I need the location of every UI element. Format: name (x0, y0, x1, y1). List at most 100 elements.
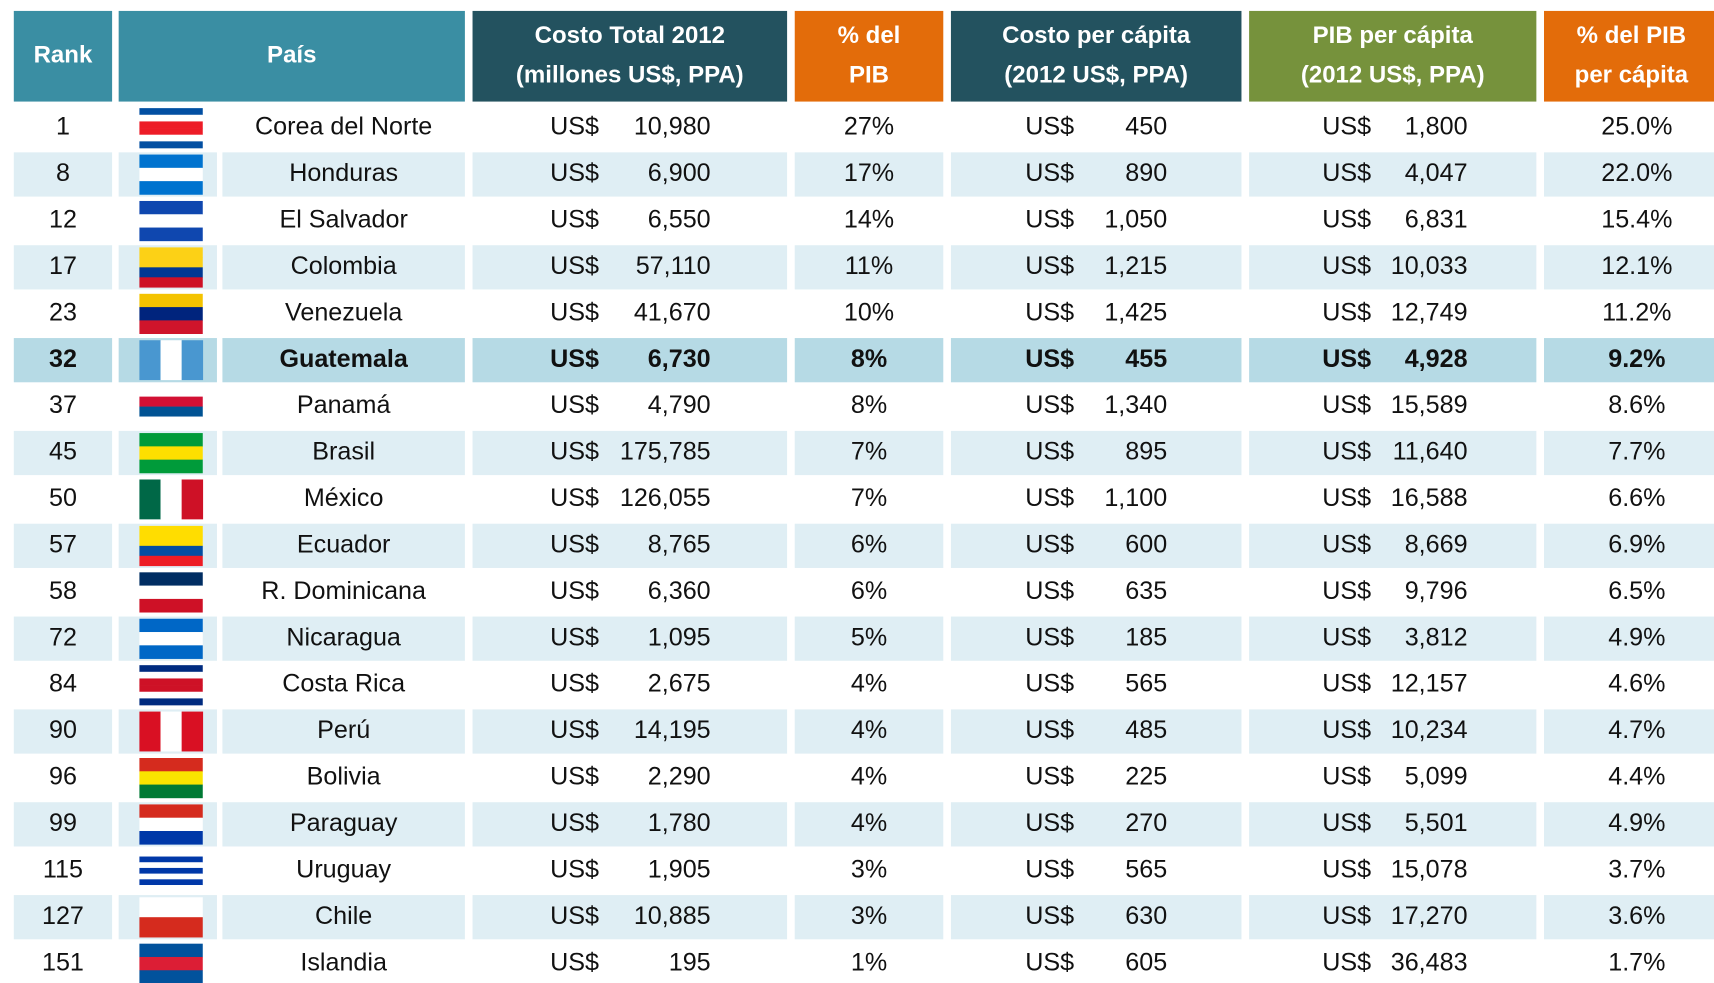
cell-text: US$ (1025, 113, 1074, 141)
row-cell-bg (1544, 430, 1714, 476)
cell-text: 6.6% (1608, 484, 1665, 512)
flag-stripe (139, 917, 203, 938)
cell-text: 4% (851, 809, 887, 837)
cell-text: US$ (550, 484, 599, 512)
table-row: 72 Nicaragua US$ 1,095 5% US$ 185 US$ 3,812 4.9% (13, 616, 1714, 661)
flag-stripe (139, 307, 203, 321)
cell-text: US$ (550, 855, 599, 883)
cell-text: 16,588 (1391, 484, 1468, 512)
row-cell-bg (950, 802, 1242, 847)
header-cell (794, 10, 944, 102)
flag-stripe (139, 956, 203, 971)
flag-stripe (139, 545, 203, 557)
cell-text: US$ (550, 716, 599, 744)
cell-text: 1,050 (1104, 206, 1167, 234)
cell-text: 1,425 (1104, 298, 1167, 326)
header-label: % del PIB (1577, 22, 1686, 49)
cell-text: 6.9% (1608, 530, 1665, 558)
cell-text: Corea del Norte (255, 113, 432, 141)
cell-text: 27% (844, 113, 894, 141)
cell-text: US$ (550, 809, 599, 837)
row-cell-bg (1249, 523, 1537, 568)
table-row: 8 Honduras US$ 6,900 17% US$ 890 US$ 4,047 22.0% (13, 152, 1714, 197)
flag-stripe (139, 214, 203, 228)
cell-text: 32 (49, 345, 77, 373)
row-cell-bg (472, 152, 788, 197)
header-label: (millones US$, PPA) (516, 61, 744, 88)
row-cell-bg (13, 291, 113, 336)
cell-text: 6,831 (1405, 206, 1468, 234)
row-cell-bg (1544, 291, 1714, 336)
cell-text: 1,780 (648, 809, 711, 837)
cell-text: Bolivia (307, 763, 381, 791)
cell-text: 10,980 (634, 113, 711, 141)
cell-text: 10,033 (1391, 252, 1468, 280)
cell-text: El Salvador (279, 206, 407, 234)
flag-stripe (139, 267, 203, 278)
row-cell-bg (1544, 848, 1714, 893)
row-cell-bg (950, 895, 1242, 940)
cell-text: US$ (1025, 391, 1074, 419)
cell-text: US$ (550, 345, 599, 373)
row-cell-bg (1544, 755, 1714, 801)
row-cell-bg (13, 848, 113, 893)
row-cell-bg (472, 662, 788, 708)
row-cell-bg (1544, 802, 1714, 847)
cell-text: 1,215 (1104, 252, 1167, 280)
row-cell-bg (1249, 245, 1537, 290)
cell-text: US$ (1025, 438, 1074, 466)
row-cell-bg (794, 662, 944, 708)
row-cell-bg (13, 338, 113, 383)
flag-stripe (139, 479, 161, 520)
row-cell-bg (472, 523, 788, 568)
table-row: 32 Guatemala US$ 6,730 8% US$ 455 US$ 4,928 9.2% (13, 338, 1714, 383)
flag-stripe (139, 227, 203, 242)
flag-stripe (139, 181, 203, 195)
flag-stripe (139, 817, 203, 832)
row-cell-bg (13, 941, 113, 983)
row-cell-bg (222, 709, 465, 754)
row-cell-bg (950, 105, 1242, 151)
flag-stripe (139, 867, 203, 874)
cell-text: 6,900 (648, 159, 711, 187)
flag-stripe (139, 771, 203, 785)
row-cell-bg (794, 616, 944, 661)
cell-text: 4.6% (1608, 670, 1665, 698)
row-cell-bg (1544, 384, 1714, 429)
cell-text: 6% (851, 577, 887, 605)
header-cell (13, 10, 113, 102)
cell-text: 4,928 (1405, 345, 1468, 373)
row-cell-bg (222, 895, 465, 940)
row-cell-bg (13, 570, 113, 615)
cell-text: US$ (1025, 577, 1074, 605)
cell-text: 17% (844, 159, 894, 187)
cell-text: US$ (550, 298, 599, 326)
cell-text: 4,047 (1405, 159, 1468, 187)
cell-text: 12,157 (1391, 670, 1468, 698)
row-cell-bg (1249, 848, 1537, 893)
row-cell-bg (1544, 570, 1714, 615)
cell-text: 3.6% (1608, 902, 1665, 930)
row-cell-bg (222, 848, 465, 893)
row-cell-bg (472, 477, 788, 522)
cell-text: 57 (49, 530, 77, 558)
cell-text: 10,885 (634, 902, 711, 930)
table-row: 151 Islandia US$ 195 1% US$ 605 US$ 36,483 1.7% (13, 941, 1714, 983)
row-cell-bg (950, 291, 1242, 336)
cell-text: US$ (1322, 855, 1371, 883)
row-cell-bg (950, 709, 1242, 754)
table-row: 57 Ecuador US$ 8,765 6% US$ 600 US$ 8,669 6.9% (13, 523, 1714, 568)
cell-text: 90 (49, 716, 77, 744)
table-row: 96 Bolivia US$ 2,290 4% US$ 225 US$ 5,099 4.4% (13, 755, 1714, 801)
flag-stripe (139, 678, 203, 686)
flag-stripe (139, 535, 203, 547)
cell-text: 23 (49, 298, 77, 326)
row-cell-bg (794, 895, 944, 940)
row-cell-bg (950, 662, 1242, 708)
flag-stripe (139, 134, 203, 142)
cell-text: 9,796 (1405, 577, 1468, 605)
cell-text: 3% (851, 855, 887, 883)
table-row: 90 Perú US$ 14,195 4% US$ 485 US$ 10,234 4.7% (13, 709, 1714, 754)
row-cell-bg (472, 895, 788, 940)
flag-stripe (139, 862, 203, 869)
